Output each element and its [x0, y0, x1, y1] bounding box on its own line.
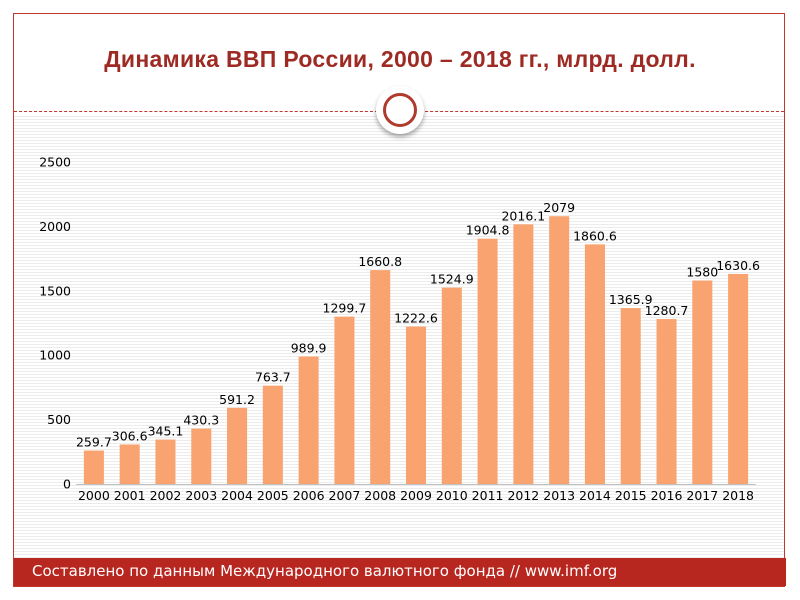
data-label-2000: 259.7	[76, 435, 112, 450]
bar-2005	[262, 385, 283, 484]
x-tick-label: 2016	[651, 488, 683, 503]
data-label-2016: 1280.7	[645, 303, 689, 318]
x-tick-label: 2002	[150, 488, 182, 503]
bar-2011	[477, 238, 498, 484]
x-tick-label: 2007	[329, 488, 361, 503]
bar-2018	[728, 273, 749, 484]
data-label-2018: 1630.6	[716, 258, 760, 273]
bar-2002	[155, 439, 176, 484]
bar-2010	[441, 287, 462, 484]
data-label-2008: 1660.8	[358, 254, 402, 269]
chart-title: Динамика ВВП России, 2000 – 2018 гг., мл…	[104, 46, 696, 72]
y-tick-label: 1500	[39, 283, 71, 298]
bar-2004	[227, 407, 248, 484]
data-label-2013: 2079	[543, 200, 575, 215]
bar-2006	[298, 356, 319, 484]
x-tick-label: 2013	[543, 488, 575, 503]
y-tick-label: 1000	[39, 348, 71, 363]
circle-badge-icon	[376, 86, 424, 134]
data-label-2005: 763.7	[255, 370, 291, 385]
bar-2016	[656, 319, 677, 484]
x-tick-label: 2010	[436, 488, 468, 503]
x-tick-label: 2018	[722, 488, 754, 503]
source-note: Составлено по данным Международного валю…	[32, 562, 618, 580]
bar-2017	[692, 280, 713, 484]
data-label-2003: 430.3	[183, 413, 219, 428]
x-tick-label: 2003	[185, 488, 217, 503]
bar-2008	[370, 270, 391, 484]
bar-2014	[584, 244, 605, 484]
data-label-2015: 1365.9	[609, 292, 653, 307]
bar-2013	[549, 216, 570, 484]
data-label-2012: 2016.1	[501, 208, 545, 223]
data-label-2014: 1860.6	[573, 228, 617, 243]
data-label-2007: 1299.7	[323, 301, 367, 316]
bar-2007	[334, 316, 355, 484]
x-tick-label: 2001	[114, 488, 146, 503]
x-tick-label: 2015	[615, 488, 647, 503]
x-tick-label: 2000	[78, 488, 110, 503]
x-tick-label: 2011	[472, 488, 504, 503]
bar-2000	[83, 450, 104, 484]
x-tick-label: 2005	[257, 488, 289, 503]
x-axis: 2000 2001 2002 2003 2004 2005 2006 2007 2008 2009…	[76, 484, 756, 503]
y-tick-label: 0	[63, 477, 71, 492]
bar-2003	[191, 428, 212, 484]
data-label-2006: 989.9	[291, 341, 327, 356]
x-tick-label: 2009	[400, 488, 432, 503]
x-tick-label: 2008	[364, 488, 396, 503]
data-label-2011: 1904.8	[466, 223, 510, 238]
y-tick-label: 2000	[39, 219, 71, 234]
x-tick-label: 2006	[293, 488, 325, 503]
footer-bar: Составлено по данным Международного валю…	[14, 558, 786, 586]
x-tick-label: 2004	[221, 488, 253, 503]
bar-2001	[119, 444, 140, 484]
x-tick-label: 2017	[686, 488, 718, 503]
data-label-2017: 1580	[686, 264, 718, 279]
bar-2015	[620, 308, 641, 484]
data-label-2001: 306.6	[112, 429, 148, 444]
data-label-2002: 345.1	[148, 424, 184, 439]
bar-2012	[513, 224, 534, 484]
y-axis: 0 500 1000 1500 2000 2500	[39, 155, 71, 492]
data-label-2010: 1524.9	[430, 272, 474, 287]
x-tick-label: 2014	[579, 488, 611, 503]
y-tick-label: 500	[47, 412, 71, 427]
bars	[83, 216, 749, 484]
bar-2009	[405, 326, 427, 484]
data-label-2009: 1222.6	[394, 311, 438, 326]
data-label-2004: 591.2	[219, 392, 255, 407]
x-tick-label: 2012	[507, 488, 539, 503]
y-tick-label: 2500	[39, 155, 71, 170]
